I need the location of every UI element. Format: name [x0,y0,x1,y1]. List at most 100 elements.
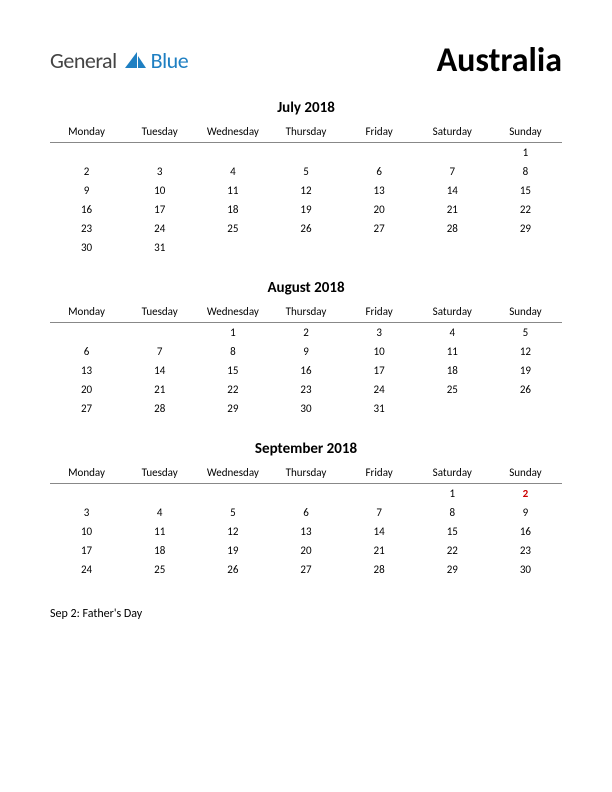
calendar-cell [50,143,123,163]
calendar-cell [269,238,342,257]
calendar-cell: 30 [50,238,123,257]
calendar-row: 23242526272829 [50,219,562,238]
calendar-cell: 18 [123,541,196,560]
calendar-row: 13141516171819 [50,361,562,380]
calendar-cell: 6 [50,342,123,361]
day-header: Monday [50,462,123,484]
day-header: Monday [50,121,123,143]
day-header: Saturday [416,462,489,484]
day-header: Friday [343,121,416,143]
day-header: Wednesday [196,301,269,323]
calendar-cell: 14 [416,181,489,200]
calendar-row: 20212223242526 [50,380,562,399]
calendar-row: 2345678 [50,162,562,181]
calendar-cell: 23 [269,380,342,399]
calendar-cell: 16 [269,361,342,380]
calendar-cell: 13 [343,181,416,200]
calendar-cell: 27 [343,219,416,238]
day-header: Thursday [269,462,342,484]
calendar-cell [50,484,123,504]
calendar-cell [123,143,196,163]
day-header: Friday [343,462,416,484]
calendar-month: July 2018MondayTuesdayWednesdayThursdayF… [50,99,562,257]
day-header: Sunday [489,462,562,484]
calendar-cell: 26 [489,380,562,399]
calendar-cell: 27 [269,560,342,579]
calendar-cell: 25 [196,219,269,238]
calendar-cell: 17 [50,541,123,560]
calendar-cell: 5 [489,323,562,343]
calendar-cell: 11 [196,181,269,200]
calendar-cell: 29 [416,560,489,579]
calendar-cell: 22 [196,380,269,399]
calendar-cell: 7 [123,342,196,361]
calendar-cell [50,323,123,343]
day-header: Saturday [416,121,489,143]
calendar-cell: 2 [489,484,562,504]
calendar-cell: 16 [50,200,123,219]
logo-text-general: General [50,47,117,74]
calendar-cell [343,238,416,257]
calendar-cell [196,143,269,163]
calendar-cell: 10 [123,181,196,200]
calendar-cell: 1 [196,323,269,343]
calendar-cell: 15 [196,361,269,380]
calendar-cell: 13 [269,522,342,541]
calendar-cell: 14 [343,522,416,541]
header: General Blue Australia [50,40,562,81]
calendar-table: MondayTuesdayWednesdayThursdayFridaySatu… [50,462,562,579]
calendar-row: 24252627282930 [50,560,562,579]
calendar-cell: 18 [196,200,269,219]
calendar-cell: 29 [489,219,562,238]
day-header: Thursday [269,301,342,323]
calendar-row: 10111213141516 [50,522,562,541]
calendar-cell: 2 [50,162,123,181]
calendar-table: MondayTuesdayWednesdayThursdayFridaySatu… [50,301,562,418]
calendar-cell: 1 [416,484,489,504]
calendar-cell: 10 [50,522,123,541]
calendar-table: MondayTuesdayWednesdayThursdayFridaySatu… [50,121,562,257]
calendar-cell: 23 [50,219,123,238]
calendar-cell: 30 [489,560,562,579]
calendar-cell [269,484,342,504]
month-title: August 2018 [50,279,562,297]
calendar-cell: 8 [196,342,269,361]
calendar-row: 2728293031 [50,399,562,418]
calendar-cell: 5 [196,503,269,522]
calendar-cell: 2 [269,323,342,343]
calendar-cell: 11 [123,522,196,541]
day-header: Tuesday [123,462,196,484]
calendar-cell: 16 [489,522,562,541]
calendar-cell: 6 [343,162,416,181]
calendar-cell: 25 [123,560,196,579]
calendar-cell: 9 [50,181,123,200]
calendar-cell: 15 [489,181,562,200]
logo-sail-icon [121,50,149,72]
calendar-cell: 24 [123,219,196,238]
calendar-cell: 21 [343,541,416,560]
calendar-cell: 8 [489,162,562,181]
calendar-cell: 4 [416,323,489,343]
calendar-cell: 14 [123,361,196,380]
calendar-cell [343,484,416,504]
day-header: Tuesday [123,121,196,143]
calendar-cell: 28 [416,219,489,238]
calendar-cell [416,238,489,257]
calendar-cell: 9 [269,342,342,361]
calendar-cell: 11 [416,342,489,361]
calendar-cell [196,484,269,504]
day-header: Monday [50,301,123,323]
calendar-row: 1 [50,143,562,163]
day-header: Sunday [489,121,562,143]
calendar-cell: 25 [416,380,489,399]
calendar-cell: 31 [123,238,196,257]
calendar-row: 17181920212223 [50,541,562,560]
calendar-cell: 27 [50,399,123,418]
calendar-month: August 2018 MondayTuesdayWednesdayThursda… [50,279,562,418]
calendar-row: 3031 [50,238,562,257]
calendar-cell: 21 [123,380,196,399]
day-header: Wednesday [196,121,269,143]
calendar-cell: 12 [269,181,342,200]
calendar-cell [489,399,562,418]
calendar-cell: 3 [343,323,416,343]
